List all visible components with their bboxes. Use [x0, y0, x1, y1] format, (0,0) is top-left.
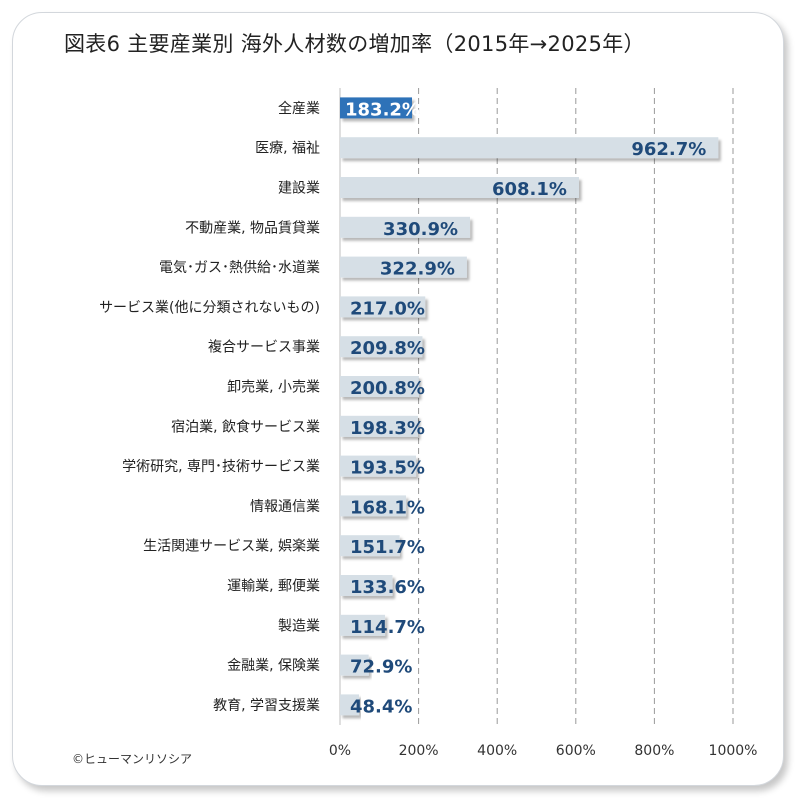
data-label: 183.2%	[345, 99, 420, 120]
bar	[340, 376, 419, 397]
data-label: 114.7%	[350, 617, 425, 638]
bar	[340, 654, 369, 676]
category-label: 学術研究, 専門･技術サービス業	[122, 459, 320, 475]
category-label: 医療, 福祉	[255, 140, 320, 157]
bar	[340, 296, 426, 318]
x-tick-label: 0%	[329, 743, 351, 759]
bar	[340, 455, 417, 477]
category-label: 卸売業, 小売業	[227, 380, 320, 396]
x-tick-label: 800%	[634, 743, 674, 759]
category-label: 宿泊業, 飲食サービス業	[171, 418, 320, 435]
data-label: 72.9%	[350, 657, 412, 678]
category-label: 複合サービス事業	[208, 339, 320, 356]
data-label: 962.7%	[631, 139, 706, 160]
copyright-credit: ©ヒューマンリソシア	[72, 752, 193, 766]
data-label: 209.8%	[350, 338, 425, 359]
x-tick-label: 200%	[399, 743, 439, 759]
bar	[340, 575, 393, 596]
bar	[340, 535, 400, 557]
x-tick-label: 1000%	[709, 743, 758, 759]
category-label: 全産業	[278, 100, 320, 117]
x-tick-label: 400%	[477, 743, 517, 759]
bar	[340, 216, 471, 238]
bar	[340, 137, 719, 159]
bar	[340, 495, 407, 517]
data-label: 151.7%	[350, 537, 425, 558]
data-label: 133.6%	[350, 577, 425, 598]
category-label: 運輸業, 郵便業	[227, 579, 320, 595]
category-label: 建設業	[278, 181, 320, 197]
category-label: 教育, 学習支援業	[213, 698, 320, 714]
category-label: 生活関連サービス業, 娯楽業	[143, 539, 320, 555]
bar	[340, 97, 412, 119]
bar	[340, 177, 579, 198]
data-label: 217.0%	[350, 298, 425, 319]
data-label: 168.1%	[350, 497, 425, 518]
data-label: 322.9%	[380, 259, 455, 280]
data-label: 198.3%	[350, 418, 425, 439]
bar	[340, 256, 467, 278]
category-label: サービス業(他に分類されないもの)	[99, 300, 320, 316]
bar	[340, 694, 360, 716]
category-label: 製造業	[278, 618, 320, 634]
x-tick-label: 600%	[556, 743, 596, 759]
category-label: 情報通信業	[250, 499, 320, 515]
data-label: 48.4%	[350, 696, 412, 717]
category-label: 金融業, 保険業	[227, 658, 320, 674]
data-label: 200.8%	[350, 378, 425, 399]
bar	[340, 614, 386, 636]
chart-title: 図表6 主要産業別 海外人材数の増加率（2015年→2025年）	[64, 32, 645, 56]
category-label: 電気･ガス･熱供給･水道業	[159, 260, 320, 276]
bar	[340, 415, 418, 437]
data-label: 193.5%	[350, 458, 425, 479]
bar	[340, 336, 423, 358]
data-label: 608.1%	[492, 179, 567, 200]
category-label: 不動産業, 物品賃貸業	[185, 220, 320, 236]
data-label: 330.9%	[383, 219, 458, 240]
